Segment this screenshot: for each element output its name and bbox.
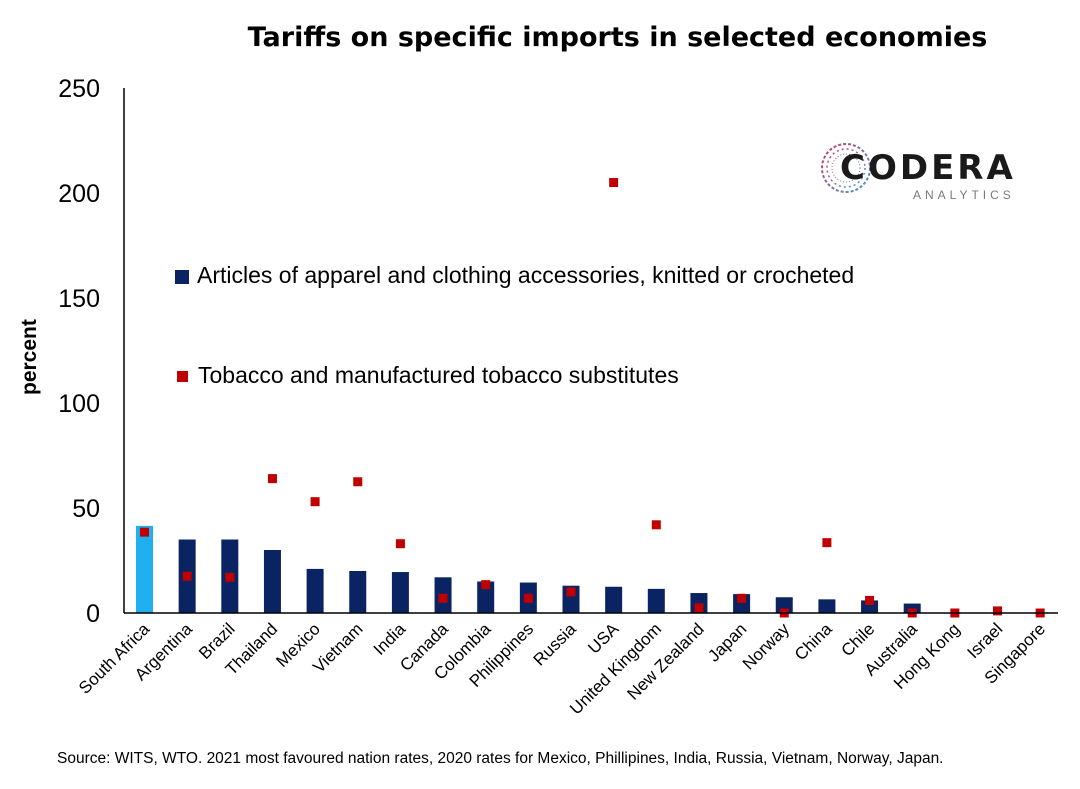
logo-subtitle: ANALYTICS: [913, 188, 1015, 202]
point-mexico: [310, 497, 320, 507]
y-tick-label: 100: [58, 390, 100, 418]
legend-item-tobacco: Tobacco and manufactured tobacco substit…: [175, 362, 679, 389]
bar-thailand: [263, 550, 281, 613]
bar-usa: [605, 586, 623, 613]
legend-swatch-marker: [177, 371, 188, 383]
y-axis-ticks: 0 50 100 150 200 250: [58, 75, 100, 628]
point-china: [822, 538, 832, 548]
point-russia: [566, 587, 576, 597]
logo-wordmark: CODERA: [840, 148, 1016, 188]
y-tick-label: 150: [58, 285, 100, 313]
point-israel: [993, 606, 1002, 616]
legend-swatch-bar: [175, 269, 189, 284]
point-japan: [737, 593, 747, 603]
x-tick-label: USA: [584, 619, 623, 658]
y-axis-title: percent: [18, 319, 41, 395]
x-tick-label: China: [791, 619, 836, 664]
chart-title: Tariffs on specific imports in selected …: [247, 22, 988, 53]
point-united-kingdom: [651, 520, 661, 530]
y-tick-label: 250: [58, 75, 100, 103]
point-colombia: [481, 580, 491, 590]
point-chile: [865, 595, 875, 605]
source-note: Source: WITS, WTO. 2021 most favoured na…: [57, 750, 944, 767]
bar-united-kingdom: [647, 588, 665, 613]
bar-australia: [903, 603, 921, 613]
x-tick-label: Norway: [739, 619, 794, 674]
point-brazil: [225, 572, 235, 582]
point-argentina: [182, 571, 192, 581]
point-vietnam: [353, 477, 363, 487]
bar-india: [391, 572, 409, 613]
codera-logo: CODERA ANALYTICS: [818, 136, 1023, 206]
point-thailand: [267, 474, 277, 484]
point-south-africa: [140, 527, 149, 537]
apparel-bars: [136, 525, 921, 613]
point-philippines: [523, 593, 533, 603]
bar-colombia: [477, 581, 495, 613]
logo-ring-icon: [821, 143, 871, 193]
legend-label-tobacco: Tobacco and manufactured tobacco substit…: [198, 362, 679, 388]
bar-vietnam: [349, 571, 367, 613]
point-usa: [609, 178, 619, 187]
legend-label-apparel: Articles of apparel and clothing accesso…: [197, 262, 855, 288]
x-tick-label: Russia: [530, 619, 581, 670]
bar-south-africa: [136, 525, 153, 613]
bar-china: [818, 599, 836, 613]
x-tick-label: South Africa: [75, 619, 154, 698]
point-india: [395, 539, 405, 549]
y-tick-label: 50: [72, 495, 100, 523]
point-new-zealand: [694, 603, 704, 613]
legend-item-apparel: Articles of apparel and clothing accesso…: [175, 262, 854, 289]
bar-mexico: [306, 568, 324, 613]
point-canada: [438, 593, 448, 603]
y-tick-label: 200: [58, 180, 100, 208]
y-tick-label: 0: [86, 600, 100, 628]
